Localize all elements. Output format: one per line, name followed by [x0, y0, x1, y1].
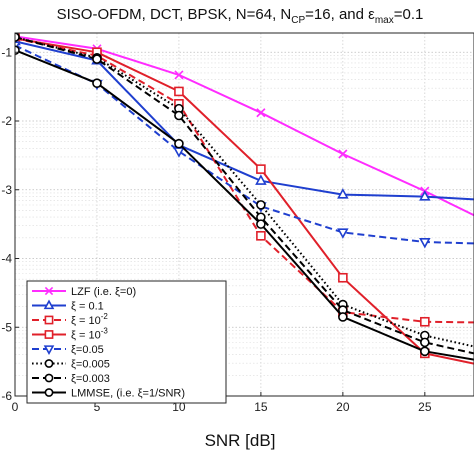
- series-point-marker: [420, 316, 430, 327]
- series-point-marker: [419, 190, 431, 201]
- series-point-marker: [44, 286, 54, 296]
- y-tick-label: -3: [1, 183, 12, 197]
- legend-label: ξ=0.05: [71, 344, 104, 356]
- legend-label-text: ξ = 0.1: [71, 301, 104, 313]
- legend-label: LMMSE, (i.e. ξ=1/SNR): [71, 388, 185, 400]
- x-tick-label: 15: [254, 400, 268, 414]
- series-point-marker: [43, 299, 55, 310]
- series-point-marker: [15, 33, 20, 42]
- legend-label-text: ξ=0.005: [71, 359, 110, 371]
- legend-label: LZF (i.e. ξ=0): [71, 286, 136, 298]
- legend-item: ξ=0.05: [32, 344, 104, 356]
- legend-label: ξ = 0.1: [71, 301, 104, 313]
- series-point-marker: [43, 345, 55, 355]
- series-point-marker: [92, 78, 102, 88]
- series-point-marker: [174, 110, 184, 121]
- legend-item: ξ = 10-3: [32, 327, 108, 342]
- x-tick-label: 25: [418, 400, 432, 414]
- series-point-marker: [256, 200, 266, 210]
- legend-box: [26, 280, 227, 404]
- y-tick-label: -2: [1, 114, 12, 128]
- legend-item: LZF (i.e. ξ=0): [32, 286, 136, 298]
- series-point-marker: [174, 70, 184, 80]
- series-point-marker: [338, 149, 348, 159]
- series-point-marker: [338, 272, 348, 283]
- title-part-main: SISO-OFDM, DCT, BPSK, N=64, N: [57, 6, 292, 23]
- title-part-max-subscript: max: [375, 15, 394, 26]
- legend-item: ξ=0.003: [32, 373, 110, 385]
- legend-label: ξ = 10-2: [71, 312, 108, 327]
- x-axis-label: SNR [dB]: [205, 431, 276, 450]
- legend-label-text: ξ=0.003: [71, 373, 110, 385]
- series-point-marker: [44, 388, 54, 397]
- title-part-end: =0.1: [394, 6, 424, 23]
- series-point-marker: [256, 219, 266, 229]
- series-point-marker: [92, 54, 102, 64]
- y-tick-label: -6: [1, 389, 12, 403]
- series-point-marker: [420, 337, 430, 348]
- x-tick-label: 20: [336, 400, 350, 414]
- series-point-marker: [337, 228, 349, 239]
- legend-label: ξ = 10-3: [71, 327, 108, 342]
- x-tick-label: 0: [12, 400, 19, 414]
- legend-item: ξ = 10-2: [32, 312, 108, 327]
- legend-item: ξ = 0.1: [32, 299, 104, 313]
- legend-label-text: ξ = 10: [71, 330, 101, 342]
- y-tick-label: -1: [1, 45, 12, 59]
- series-point-marker: [44, 359, 54, 368]
- title-part-epsilon: ε: [368, 6, 375, 23]
- series-layer: [15, 33, 474, 365]
- series-point-marker: [174, 86, 184, 97]
- chart-title: SISO-OFDM, DCT, BPSK, N=64, NCP=16, and …: [57, 6, 424, 26]
- series-point-marker: [44, 373, 54, 383]
- series-point-marker: [174, 138, 184, 149]
- series-8: [15, 45, 474, 361]
- series-point-marker: [255, 174, 267, 185]
- legend-label-text: LZF (i.e. ξ=0): [71, 286, 136, 298]
- series-point-marker: [44, 330, 54, 339]
- legend-label-text: ξ=0.05: [71, 344, 104, 356]
- legend-item: ξ=0.005: [32, 359, 110, 371]
- series-point-marker: [420, 346, 430, 357]
- legend-label-superscript: -3: [101, 327, 109, 336]
- series-7: [15, 33, 474, 355]
- title-part-cp-subscript: CP: [291, 15, 305, 26]
- legend-item: LMMSE, (i.e. ξ=1/SNR): [32, 388, 185, 400]
- legend: LZF (i.e. ξ=0)ξ = 0.1ξ = 10-2ξ = 10-3ξ=0…: [26, 280, 227, 404]
- plot-frame: [14, 32, 474, 397]
- legend-label: ξ=0.005: [71, 359, 110, 371]
- x-tick-label: 5: [94, 400, 101, 414]
- title-part-mid: =16, and: [305, 6, 368, 23]
- series-point-marker: [419, 238, 431, 249]
- tick-labels: 0 5 10 15 20 25-1-2-3-4-5-6: [1, 45, 431, 414]
- legend-label: ξ=0.003: [71, 373, 110, 385]
- series-point-marker: [256, 108, 266, 118]
- series-point-marker: [337, 188, 349, 199]
- y-tick-label: -5: [1, 320, 12, 334]
- series-point-marker: [44, 315, 54, 325]
- legend-label-text: LMMSE, (i.e. ξ=1/SNR): [71, 388, 185, 400]
- legend-label-text: ξ = 10: [71, 315, 101, 327]
- y-tick-label: -4: [1, 252, 12, 266]
- legend-label-superscript: -2: [101, 312, 109, 321]
- series-point-marker: [338, 312, 348, 322]
- series-point-marker: [256, 231, 266, 241]
- series-point-marker: [256, 164, 266, 174]
